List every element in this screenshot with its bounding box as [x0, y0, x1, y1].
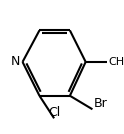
- Text: Br: Br: [94, 97, 107, 110]
- Text: N: N: [11, 55, 20, 68]
- Text: Cl: Cl: [48, 106, 60, 119]
- Text: CH₃: CH₃: [108, 57, 124, 67]
